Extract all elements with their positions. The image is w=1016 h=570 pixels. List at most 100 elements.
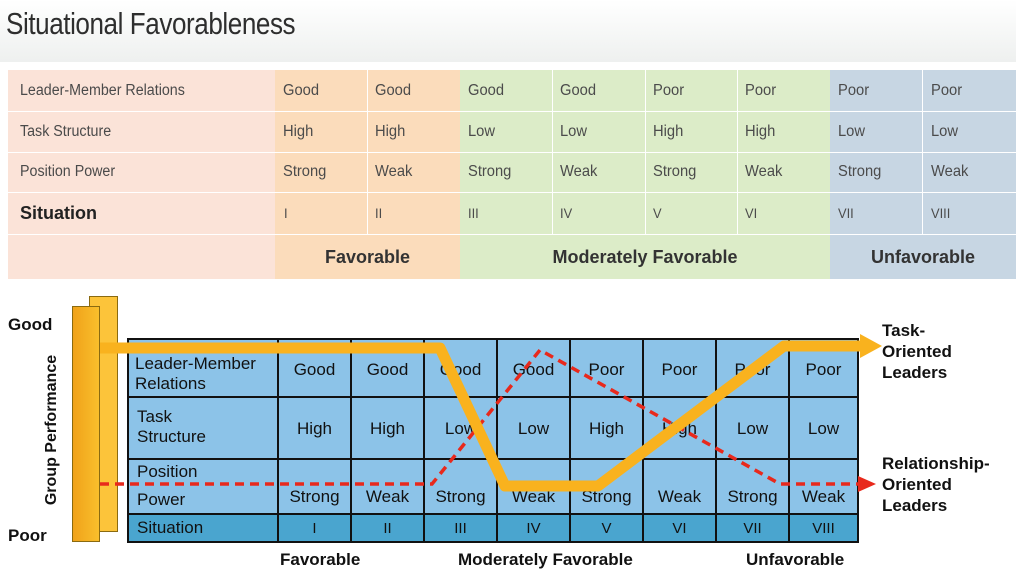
grid-cell-task: High [589, 419, 624, 438]
task-oriented-curve [100, 340, 862, 492]
cell-lmr: Good [468, 81, 505, 99]
row-label-task-structure: Task Structure [20, 122, 112, 140]
grid-cell-power: Weak [365, 487, 410, 506]
cell-lmr: Good [283, 81, 320, 99]
grid-label-power-line2: Power [137, 490, 186, 509]
grid-cell-power: Strong [289, 487, 340, 506]
cell-power: Strong [838, 163, 882, 180]
performance-bar [72, 306, 100, 542]
cell-situation: V [653, 205, 662, 221]
grid-cell-task: Low [517, 419, 550, 438]
grid-cell-lmr: Good [293, 360, 336, 379]
bottom-category-favorable: Favorable [280, 550, 361, 569]
col-divider [737, 70, 738, 234]
grid-col-line [423, 340, 425, 541]
cell-lmr: Good [560, 81, 597, 99]
grid-cell-power: Strong [727, 487, 778, 506]
col-divider [922, 70, 923, 234]
cell-power: Strong [468, 163, 512, 180]
grid-label-lmr-line1: Leader-Member [135, 354, 256, 373]
row-label-leader-member-relations: Leader-Member Relations [20, 81, 185, 99]
grid-col-line [496, 340, 498, 541]
page-title: Situational Favorableness [6, 6, 296, 41]
row-divider [8, 192, 1016, 193]
category-unfavorable: Unfavorable [870, 246, 976, 267]
grid-cell-power: Weak [511, 487, 556, 506]
cell-situation: VII [838, 205, 854, 221]
col-divider [552, 70, 553, 234]
grid-cell-situation: VII [743, 519, 762, 537]
cell-task: High [375, 122, 406, 140]
performance-curves [100, 334, 882, 492]
grid-label-task-line1: Task [137, 407, 172, 426]
grid-cell-lmr: Poor [805, 360, 842, 379]
top-header: Situational Favorableness [0, 0, 1016, 62]
cell-task: High [283, 122, 314, 140]
cell-situation: VIII [931, 205, 951, 221]
grid-col-line [569, 340, 571, 541]
cell-power: Strong [283, 163, 327, 180]
situation-row-bg [129, 514, 857, 541]
grid-cell-situation: V [601, 519, 612, 537]
bottom-category-unfavorable: Unfavorable [746, 550, 845, 569]
grid-cell-power: Weak [657, 487, 702, 506]
grid-label-lmr-line2: Relations [135, 374, 206, 393]
situation-grid: Leader-Member Relations Task Structure P… [127, 338, 859, 543]
cell-lmr: Good [375, 81, 412, 99]
cell-situation: III [468, 205, 479, 221]
cell-lmr: Poor [653, 81, 685, 99]
grid-cell-situation: III [454, 519, 467, 537]
grid-cell-situation: VIII [812, 519, 835, 537]
col-divider [645, 70, 646, 234]
row-divider [8, 234, 1016, 235]
grid-cell-task: Low [444, 419, 477, 438]
cell-situation: I [284, 205, 288, 221]
task-oriented-leaders-label: Task- Oriented Leaders [882, 320, 952, 383]
cell-task: Low [931, 122, 959, 140]
grid-label-power-line1: Position [137, 462, 198, 481]
category-moderately-favorable: Moderately Favorable [552, 246, 738, 267]
task-label-line2: Oriented [882, 342, 952, 361]
category-favorable: Favorable [324, 246, 411, 267]
grid-cell-power: Strong [435, 487, 486, 506]
grid-col-line [277, 340, 279, 541]
favorableness-table: Leader-Member Relations Task Structure P… [8, 70, 1016, 279]
col-divider [367, 70, 368, 234]
cell-lmr: Poor [931, 81, 963, 99]
axis-label-poor: Poor [8, 526, 47, 545]
cell-lmr: Poor [745, 81, 777, 99]
relationship-label-line2: Oriented [882, 475, 952, 494]
task-label-line1: Task- [882, 321, 926, 340]
grid-col-line [642, 340, 644, 541]
grid-cell-situation: IV [526, 519, 541, 537]
grid-col-line [350, 340, 352, 541]
cell-task: Low [560, 122, 588, 140]
row-divider [8, 152, 1016, 153]
grid-cell-situation: VI [672, 519, 687, 537]
grid-label-lmr: Leader-Member Relations [135, 354, 256, 394]
relationship-arrowhead [858, 476, 876, 492]
cell-situation: IV [560, 205, 573, 221]
performance-diagram: Good Poor Group Performance Leader-Membe… [0, 296, 1016, 570]
row-label-situation: Situation [20, 202, 97, 223]
grid-cell-lmr: Good [366, 360, 409, 379]
grid-row-line [129, 396, 857, 398]
row-divider [8, 111, 1016, 112]
cell-power: Strong [653, 163, 697, 180]
task-label-line3: Leaders [882, 363, 948, 382]
grid-cell-power: Strong [581, 487, 632, 506]
cell-power: Weak [931, 163, 969, 180]
grid-cell-power: Weak [801, 487, 846, 506]
grid-cell-lmr: Good [512, 360, 555, 379]
cell-power: Weak [375, 163, 413, 180]
grid-label-task: Task Structure [137, 407, 206, 447]
grid-label-task-line2: Structure [137, 427, 206, 446]
row-label-position-power: Position Power [20, 163, 116, 180]
relationship-label-line3: Leaders [882, 496, 948, 515]
grid-col-line [715, 340, 717, 541]
cell-task: High [745, 122, 776, 140]
cell-task: Low [838, 122, 866, 140]
grid-cell-task: Low [736, 419, 769, 438]
relationship-label-line1: Relationship- [882, 454, 990, 473]
cell-task: Low [468, 122, 496, 140]
